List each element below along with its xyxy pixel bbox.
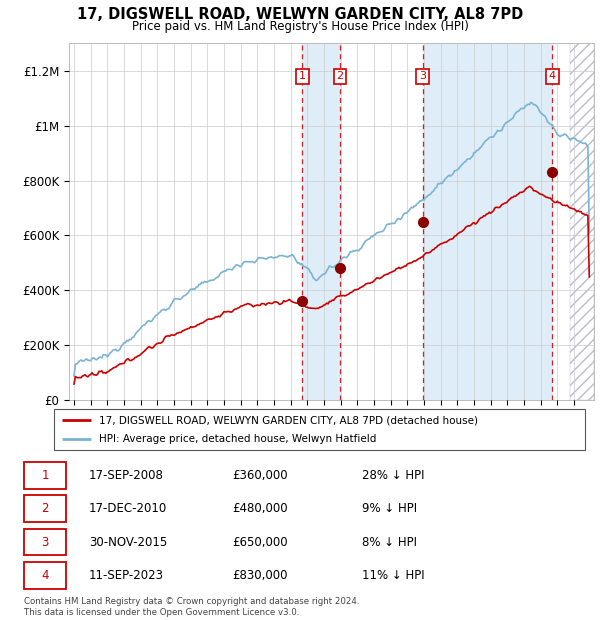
Text: 4: 4 (41, 569, 49, 582)
Bar (302, 43, 340, 400)
FancyBboxPatch shape (24, 529, 66, 556)
Bar (422, 43, 553, 400)
Text: HPI: Average price, detached house, Welwyn Hatfield: HPI: Average price, detached house, Welw… (99, 433, 377, 444)
Text: 8% ↓ HPI: 8% ↓ HPI (362, 536, 418, 549)
Text: £830,000: £830,000 (233, 569, 288, 582)
Text: £650,000: £650,000 (233, 536, 289, 549)
FancyBboxPatch shape (54, 409, 585, 450)
FancyBboxPatch shape (24, 462, 66, 489)
Text: 11% ↓ HPI: 11% ↓ HPI (362, 569, 425, 582)
Text: £480,000: £480,000 (233, 502, 289, 515)
Text: Contains HM Land Registry data © Crown copyright and database right 2024.
This d: Contains HM Land Registry data © Crown c… (24, 598, 359, 617)
Bar (570, 43, 594, 400)
Text: 17, DIGSWELL ROAD, WELWYN GARDEN CITY, AL8 7PD (detached house): 17, DIGSWELL ROAD, WELWYN GARDEN CITY, A… (99, 415, 478, 425)
Text: 1: 1 (299, 71, 306, 81)
Text: 30-NOV-2015: 30-NOV-2015 (89, 536, 167, 549)
Text: 4: 4 (549, 71, 556, 81)
Text: 1: 1 (41, 469, 49, 482)
Text: £360,000: £360,000 (233, 469, 289, 482)
Text: 28% ↓ HPI: 28% ↓ HPI (362, 469, 425, 482)
Text: 3: 3 (41, 536, 49, 549)
FancyBboxPatch shape (24, 495, 66, 522)
Text: Price paid vs. HM Land Registry's House Price Index (HPI): Price paid vs. HM Land Registry's House … (131, 20, 469, 33)
Text: 17-DEC-2010: 17-DEC-2010 (89, 502, 167, 515)
Bar (570, 43, 594, 400)
Text: 2: 2 (337, 71, 344, 81)
Text: 11-SEP-2023: 11-SEP-2023 (89, 569, 164, 582)
Text: 2: 2 (41, 502, 49, 515)
Text: 9% ↓ HPI: 9% ↓ HPI (362, 502, 418, 515)
FancyBboxPatch shape (24, 562, 66, 589)
Text: 3: 3 (419, 71, 426, 81)
Text: 17, DIGSWELL ROAD, WELWYN GARDEN CITY, AL8 7PD: 17, DIGSWELL ROAD, WELWYN GARDEN CITY, A… (77, 7, 523, 22)
Text: 17-SEP-2008: 17-SEP-2008 (89, 469, 164, 482)
